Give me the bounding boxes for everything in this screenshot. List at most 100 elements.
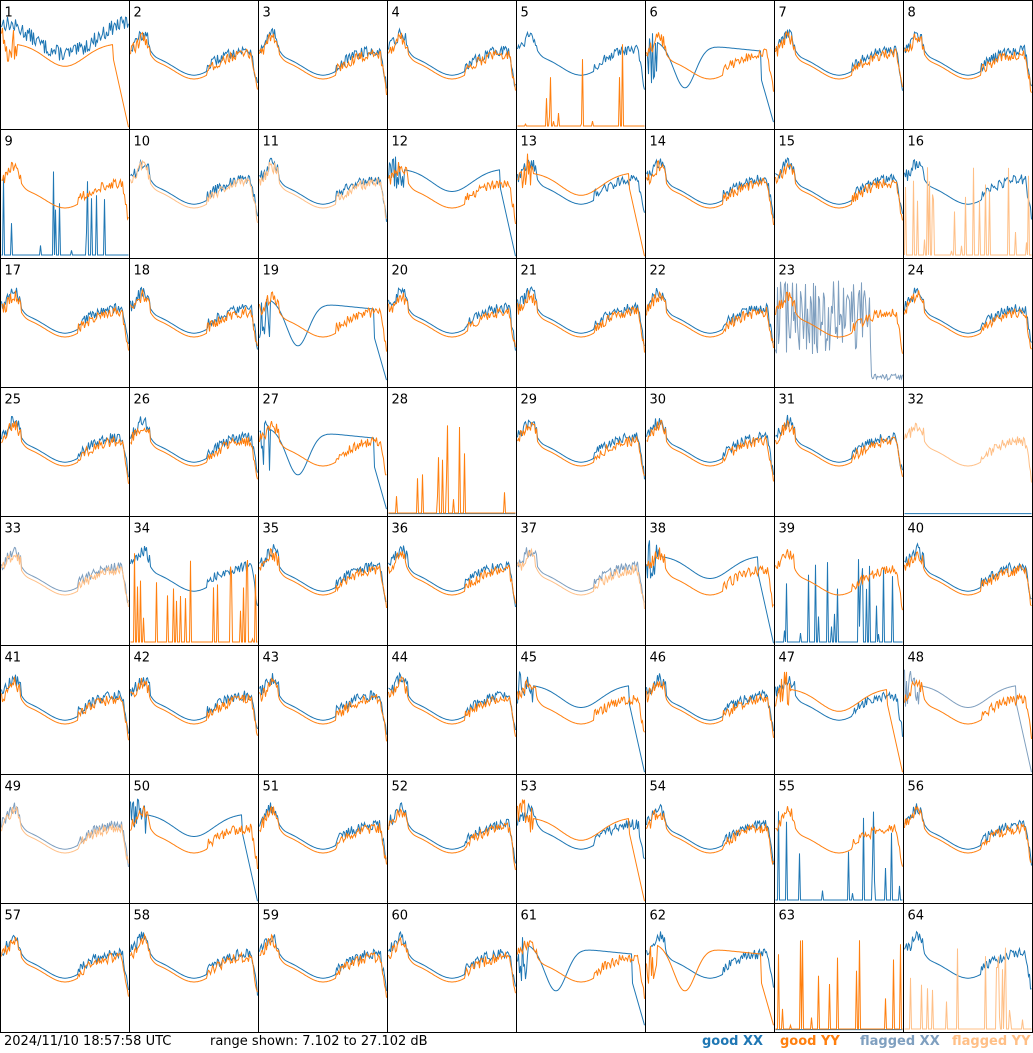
- series-yy-12: [388, 162, 516, 224]
- series-xx-36: [388, 545, 516, 608]
- panel-label: 10: [134, 135, 151, 150]
- panel-64: 64: [903, 903, 1033, 1033]
- series-yy-22: [646, 290, 774, 349]
- panel-label: 47: [779, 651, 796, 666]
- legend-flagged-yy: flagged YY: [952, 1034, 1031, 1049]
- panel-label: 5: [521, 6, 529, 21]
- panel-label: 15: [779, 135, 796, 150]
- series-yy-21: [517, 290, 645, 353]
- panel-32: 32: [903, 387, 1033, 517]
- panel-56: 56: [903, 774, 1033, 904]
- series-yy-60: [388, 936, 516, 994]
- series-yy-11: [259, 162, 387, 219]
- series-yy-62: [646, 944, 774, 1026]
- series-xx-44: [388, 671, 516, 731]
- series-xx-19: [259, 298, 387, 381]
- panel-63: 63: [774, 903, 904, 1033]
- series-yy-14: [646, 160, 774, 226]
- series-yy-38: [646, 547, 774, 608]
- panel-label: 43: [263, 651, 280, 666]
- panel-label: 50: [134, 780, 151, 795]
- panel-label: 61: [521, 909, 538, 924]
- panel-label: 63: [779, 909, 796, 924]
- panel-label: 6: [650, 6, 658, 21]
- panel-label: 56: [908, 780, 925, 795]
- series-yy-59: [259, 933, 387, 998]
- panel-36: 36: [387, 516, 517, 646]
- series-yy-15: [775, 162, 903, 221]
- panel-label: 23: [779, 264, 796, 279]
- series-xx-58: [130, 931, 258, 996]
- panel-21: 21: [516, 258, 646, 388]
- panel-29: 29: [516, 387, 646, 517]
- series-xx-11: [259, 157, 387, 222]
- panel-frame: [0, 0, 130, 130]
- series-xx-22: [646, 287, 774, 344]
- panel-25: 25: [0, 387, 130, 517]
- panel-48: 48: [903, 645, 1033, 775]
- series-yy-43: [259, 677, 387, 742]
- series-xx-53: [517, 802, 645, 860]
- series-yy-44: [388, 676, 516, 737]
- panel-label: 7: [779, 6, 787, 21]
- series-xx-26: [130, 416, 258, 473]
- series-yy-49: [1, 805, 129, 864]
- panel-label: 54: [650, 780, 667, 795]
- series-yy-29: [517, 421, 645, 476]
- series-yy-2: [130, 31, 258, 90]
- panel-label: 21: [521, 264, 538, 279]
- panel-44: 44: [387, 645, 517, 775]
- panel-50: 50: [129, 774, 259, 904]
- panel-label: 14: [650, 135, 667, 150]
- series-yy-36: [388, 551, 516, 604]
- panel-10: 10: [129, 129, 259, 259]
- panel-label: 38: [650, 522, 667, 537]
- panel-label: 1: [5, 6, 13, 21]
- panel-label: 19: [263, 264, 280, 279]
- panel-label: 33: [5, 522, 22, 537]
- series-yy-8: [904, 33, 1032, 93]
- panel-30: 30: [645, 387, 775, 517]
- series-xx-55: [775, 811, 903, 901]
- panel-45: 45: [516, 645, 646, 775]
- series-yy-42: [130, 677, 258, 736]
- series-yy-37: [517, 547, 645, 610]
- panel-15: 15: [774, 129, 904, 259]
- series-xx-57: [1, 934, 129, 991]
- panel-label: 18: [134, 264, 151, 279]
- series-xx-52: [388, 802, 516, 864]
- panel-26: 26: [129, 387, 259, 517]
- panel-label: 44: [392, 651, 409, 666]
- panel-label: 51: [263, 780, 280, 795]
- panel-label: 36: [392, 522, 409, 537]
- series-yy-20: [388, 292, 516, 348]
- panel-53: 53: [516, 774, 646, 904]
- series-yy-46: [646, 681, 774, 738]
- panel-27: 27: [258, 387, 388, 517]
- series-yy-61: [517, 940, 645, 999]
- range-text: range shown: 7.102 to 27.102 dB: [210, 1034, 428, 1049]
- series-yy-63: [775, 940, 903, 1030]
- panel-60: 60: [387, 903, 517, 1033]
- panel-58: 58: [129, 903, 259, 1033]
- panel-frame: [258, 0, 388, 130]
- panel-label: 13: [521, 135, 538, 150]
- series-yy-28: [388, 425, 516, 514]
- panel-label: 30: [650, 393, 667, 408]
- panel-2: 2: [129, 0, 259, 130]
- series-yy-39: [775, 549, 903, 611]
- series-xx-46: [646, 673, 774, 732]
- series-xx-17: [1, 287, 129, 344]
- panel-9: 9: [0, 129, 130, 259]
- series-xx-4: [388, 27, 516, 87]
- series-yy-4: [388, 32, 516, 91]
- panel-51: 51: [258, 774, 388, 904]
- panel-12: 12: [387, 129, 517, 259]
- panel-label: 27: [263, 393, 280, 408]
- panel-label: 39: [779, 522, 796, 537]
- series-xx-8: [904, 31, 1032, 87]
- series-yy-55: [775, 806, 903, 867]
- series-xx-29: [517, 419, 645, 480]
- panel-label: 41: [5, 651, 22, 666]
